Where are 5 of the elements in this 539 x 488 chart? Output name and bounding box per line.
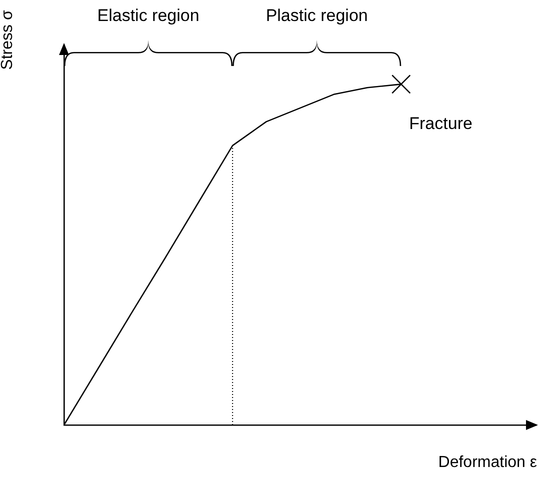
text: Plastic region: [266, 6, 368, 26]
x-axis-title: Deformation ε: [438, 453, 537, 473]
text: Elastic region: [97, 6, 200, 26]
annotation: Fracture: [409, 114, 472, 134]
y-axis-title: Stress σ: [0, 10, 18, 70]
